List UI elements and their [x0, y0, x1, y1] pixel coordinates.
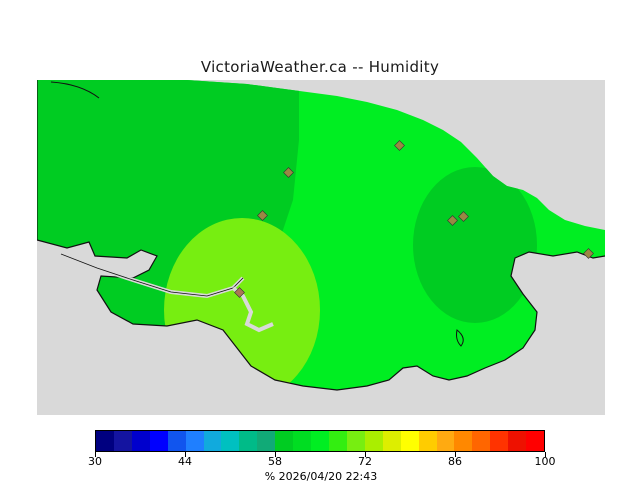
- colorbar-tick-44: [185, 452, 186, 457]
- colorbar-tick-100: [545, 452, 546, 457]
- colorbar-swatch-0: [96, 431, 114, 451]
- colorbar-swatch-16: [382, 431, 401, 451]
- colorbar-swatch-13: [328, 431, 347, 451]
- colorbar-swatch-22: [490, 431, 509, 451]
- small-island-south: [456, 329, 464, 347]
- colorbar-label-58: 58: [268, 455, 282, 468]
- colorbar-label-30: 30: [88, 455, 102, 468]
- colorbar-swatch-21: [472, 431, 491, 451]
- colorbar-swatch-9: [257, 431, 276, 451]
- station-far-east-tip-icon[interactable]: [583, 248, 594, 259]
- colorbar-swatch-1: [113, 431, 132, 451]
- colorbar-swatch-15: [364, 431, 383, 451]
- colorbar-swatch-20: [454, 431, 473, 451]
- coastline-outline: [37, 80, 605, 391]
- colorbar-swatch-18: [418, 431, 437, 451]
- colorbar-swatch-6: [203, 431, 222, 451]
- colorbar-tick-72: [365, 452, 366, 457]
- colorbar-units-timestamp: % 2026/04/20 22:43: [264, 470, 378, 483]
- station-east-a-icon[interactable]: [447, 215, 458, 226]
- colorbar-swatch-5: [185, 431, 204, 451]
- colorbar-tick-86: [455, 452, 456, 457]
- colorbar-swatch-7: [221, 431, 240, 451]
- contour-line-top-left: [50, 81, 100, 99]
- colorbar-legend: 30 44 58 72 86 100 % 2026/04/20 22:43: [37, 425, 605, 483]
- colorbar-gradient[interactable]: [95, 430, 545, 452]
- colorbar-swatch-23: [508, 431, 527, 451]
- map-svg: [37, 80, 605, 415]
- colorbar-swatch-8: [239, 431, 258, 451]
- colorbar-tick-labels: 30 44 58 72 86 100: [37, 455, 605, 471]
- station-north-central-icon[interactable]: [283, 167, 294, 178]
- colorbar-ticks: [95, 452, 546, 457]
- colorbar-swatch-10: [275, 431, 294, 451]
- colorbar-swatch-12: [311, 431, 329, 451]
- colorbar-swatch-17: [400, 431, 419, 451]
- colorbar-label-100: 100: [534, 455, 556, 468]
- station-saanich-icon[interactable]: [234, 287, 245, 298]
- colorbar-swatch-14: [346, 431, 365, 451]
- station-north-east-icon[interactable]: [394, 140, 405, 151]
- colorbar-tick-58: [275, 452, 276, 457]
- colorbar-swatch-3: [149, 431, 168, 451]
- colorbar-tick-30: [95, 452, 96, 457]
- map-canvas[interactable]: [37, 80, 605, 415]
- colorbar-label-72: 72: [358, 455, 372, 468]
- band-east-dark-green: [413, 167, 537, 323]
- colorbar-swatch-19: [436, 431, 455, 451]
- colorbar-label-44: 44: [178, 455, 192, 468]
- page-title: VictoriaWeather.ca -- Humidity: [200, 58, 440, 76]
- colorbar-swatch-4: [167, 431, 186, 451]
- station-markers: [234, 140, 594, 298]
- colorbar-swatch-2: [131, 431, 150, 451]
- colorbar-label-86: 86: [448, 455, 462, 468]
- station-central-icon[interactable]: [257, 210, 268, 221]
- station-east-b-icon[interactable]: [458, 211, 469, 222]
- colorbar-swatch-24: [526, 431, 545, 451]
- colorbar-swatch-11: [293, 431, 312, 451]
